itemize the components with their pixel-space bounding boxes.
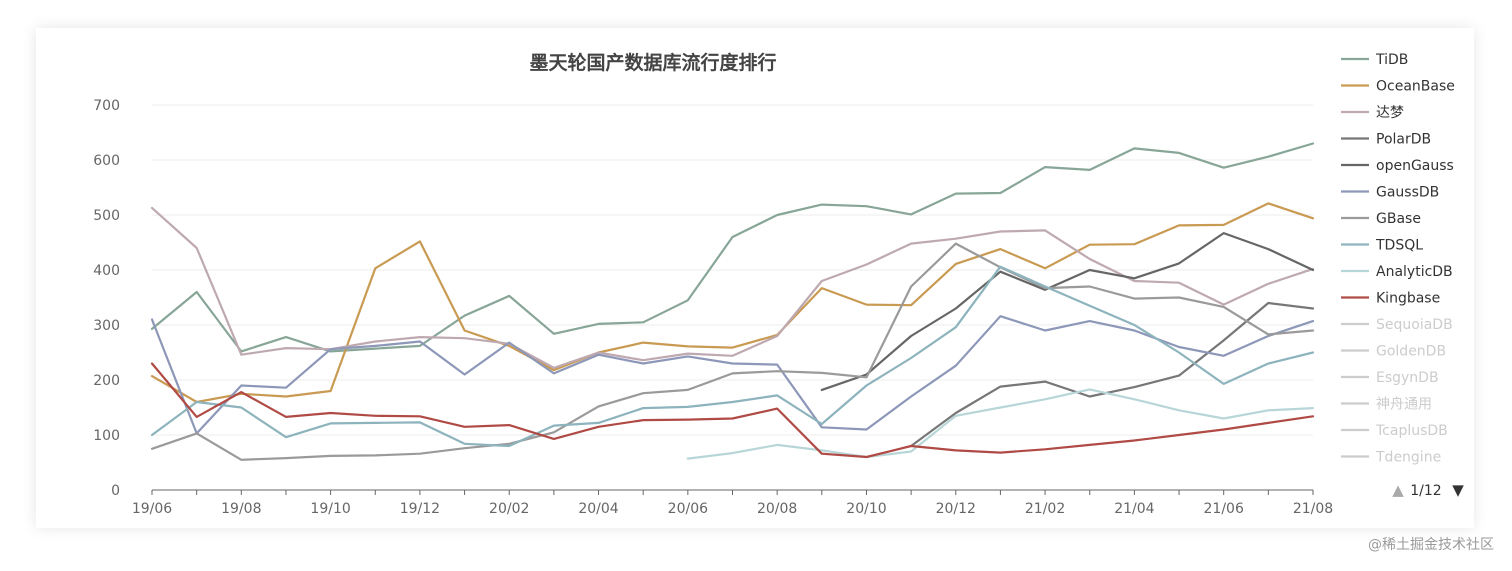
legend-label: OceanBase: [1376, 79, 1455, 95]
legend-label: openGauss: [1376, 158, 1454, 174]
series-line-TiDB[interactable]: [150, 142, 1315, 353]
legend-item[interactable]: GBase: [1341, 211, 1421, 227]
legend-label: GBase: [1376, 211, 1421, 227]
legend-label: SequoiaDB: [1376, 317, 1453, 333]
x-tick-label: 21/02: [1025, 501, 1065, 517]
chart-card: 墨天轮国产数据库流行度排行 0 100 200 300 400 500 600 700 19/…: [36, 28, 1474, 528]
x-tick-label: 20/08: [757, 501, 797, 517]
legend-item[interactable]: GoldenDB: [1341, 344, 1446, 360]
y-tick-label: 0: [111, 483, 120, 499]
x-tick-label: 20/12: [936, 501, 976, 517]
x-tick-label: 21/04: [1114, 501, 1154, 517]
x-axis: 19/06 19/08 19/10 19/12 20/02 20/04 20/06 20/08…: [132, 489, 1333, 517]
y-tick-label: 100: [93, 428, 120, 444]
y-tick-label: 600: [93, 153, 120, 169]
y-tick-label: 500: [93, 208, 120, 224]
legend-item[interactable]: PolarDB: [1341, 132, 1431, 148]
y-tick-label: 400: [93, 263, 120, 279]
legend-item[interactable]: TDSQL: [1341, 238, 1423, 254]
legend-label: TcaplusDB: [1375, 423, 1448, 439]
legend-label: 神舟通用: [1376, 397, 1432, 413]
series-line-AnalyticDB[interactable]: [686, 388, 1315, 460]
legend-page-indicator: 1/12: [1410, 483, 1441, 499]
x-tick-label: 19/06: [132, 501, 172, 517]
legend-label: PolarDB: [1376, 132, 1431, 148]
legend-item[interactable]: Kingbase: [1341, 291, 1440, 307]
y-axis: 0 100 200 300 400 500 600 700: [93, 98, 120, 499]
y-tick-label: 300: [93, 318, 120, 334]
x-tick-label: 20/04: [578, 501, 618, 517]
legend-item[interactable]: TiDB: [1341, 52, 1408, 68]
y-tick-label: 200: [93, 373, 120, 389]
legend-label: TDSQL: [1375, 238, 1423, 254]
series-line-Kingbase[interactable]: [150, 362, 1315, 459]
legend-label: Kingbase: [1376, 291, 1440, 307]
series-line-OceanBase[interactable]: [150, 202, 1315, 404]
legend-item[interactable]: Tdengine: [1341, 450, 1441, 466]
x-tick-label: 20/10: [846, 501, 886, 517]
legend-label: EsgynDB: [1376, 370, 1439, 386]
legend-item[interactable]: OceanBase: [1341, 79, 1455, 95]
chart-title: 墨天轮国产数据库流行度排行: [529, 51, 776, 74]
series-line-达梦[interactable]: [150, 206, 1315, 369]
x-tick-label: 21/06: [1204, 501, 1244, 517]
legend-item[interactable]: 达梦: [1341, 105, 1404, 121]
legend-item[interactable]: SequoiaDB: [1341, 317, 1453, 333]
x-tick-label: 21/08: [1293, 501, 1333, 517]
legend-item[interactable]: TcaplusDB: [1341, 423, 1448, 439]
x-tick-label: 19/12: [400, 501, 440, 517]
legend-item[interactable]: 神舟通用: [1341, 397, 1432, 413]
x-tick-label: 20/02: [489, 501, 529, 517]
x-tick-label: 19/10: [310, 501, 350, 517]
line-chart: 墨天轮国产数据库流行度排行 0 100 200 300 400 500 600 700 19/…: [93, 51, 1464, 517]
watermark: @稀土掘金技术社区: [1368, 537, 1494, 553]
legend-label: GaussDB: [1376, 185, 1439, 201]
legend-item[interactable]: openGauss: [1341, 158, 1454, 174]
series-line-openGauss[interactable]: [820, 232, 1315, 391]
legend-pager: ▲ 1/12 ▼: [1392, 481, 1464, 499]
legend-label: AnalyticDB: [1376, 264, 1453, 280]
grid-lines: [152, 104, 1313, 436]
legend-label: 达梦: [1376, 105, 1404, 121]
legend-item[interactable]: EsgynDB: [1341, 370, 1439, 386]
y-tick-label: 700: [93, 98, 120, 114]
legend-prev-icon[interactable]: ▲: [1392, 481, 1404, 499]
x-tick-label: 20/06: [668, 501, 708, 517]
series-line-GaussDB[interactable]: [150, 315, 1315, 435]
legend-item[interactable]: AnalyticDB: [1341, 264, 1453, 280]
series-line-TDSQL[interactable]: [150, 265, 1315, 448]
legend-label: GoldenDB: [1376, 344, 1446, 360]
legend-item[interactable]: GaussDB: [1341, 185, 1439, 201]
series-lines: [150, 142, 1315, 461]
legend: TiDB OceanBase 达梦 PolarDB openGauss GaussDB GB…: [1341, 52, 1455, 466]
x-tick-label: 19/08: [221, 501, 261, 517]
legend-next-icon[interactable]: ▼: [1452, 481, 1464, 499]
legend-label: TiDB: [1375, 52, 1408, 68]
series-line-GBase[interactable]: [150, 242, 1315, 461]
legend-label: Tdengine: [1375, 450, 1441, 466]
